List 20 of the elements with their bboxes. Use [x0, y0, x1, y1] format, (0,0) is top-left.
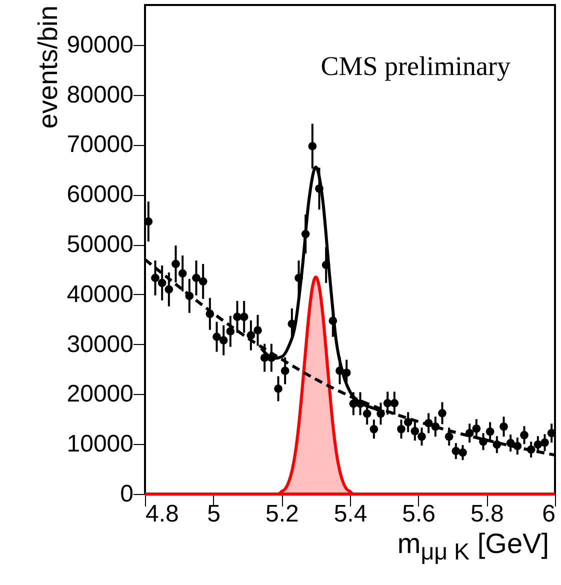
x-axis-title: m$_{μμ K}$ [GeV] — [397, 528, 549, 566]
y-tick-label: 40000 — [66, 280, 134, 308]
y-tick-label: 90000 — [66, 31, 134, 58]
x-tick-label: 6 — [542, 500, 556, 528]
y-tick-label: 70000 — [66, 131, 134, 158]
y-tick-label: 80000 — [66, 81, 134, 108]
x-tick-label: 5.4 — [334, 500, 368, 528]
annotation: CMS preliminary — [320, 51, 511, 81]
x-tick-label: 5.8 — [470, 500, 504, 528]
x-tick-label: 4.8 — [146, 500, 179, 528]
x-tick-label: 5 — [207, 500, 221, 528]
y-tick-label: 20000 — [66, 380, 134, 408]
y-tick-label: 30000 — [66, 330, 134, 358]
y-tick-label: 0 — [120, 480, 134, 508]
x-tick-label: 5.2 — [265, 500, 299, 528]
x-tick-label: 5.6 — [402, 500, 436, 528]
y-tick-label: 50000 — [66, 231, 134, 258]
y-tick-label: 10000 — [66, 430, 134, 458]
y-tick-label: 60000 — [66, 181, 134, 208]
y-axis-title: events/bin — [32, 6, 63, 129]
